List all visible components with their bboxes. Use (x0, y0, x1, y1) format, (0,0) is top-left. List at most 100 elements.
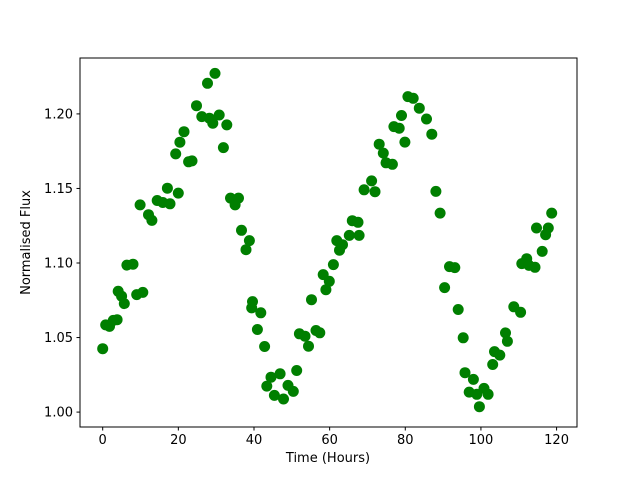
data-point (134, 199, 146, 211)
data-point (396, 110, 407, 121)
data-point (494, 349, 506, 361)
data-point (209, 67, 221, 79)
data-point (366, 175, 378, 187)
data-point (358, 184, 370, 196)
x-axis-label: Time (Hours) (285, 451, 370, 466)
data-point (531, 222, 542, 234)
axes-frame (79, 57, 578, 428)
data-point (137, 286, 149, 298)
x-tick-label: 80 (397, 433, 414, 448)
data-point (261, 380, 273, 392)
data-point (186, 155, 198, 167)
data-point (529, 261, 541, 273)
data-point (323, 275, 335, 287)
data-point (118, 298, 130, 310)
data-point (500, 327, 511, 339)
data-point (240, 244, 252, 256)
data-point (337, 239, 348, 251)
data-point (303, 340, 314, 352)
y-tick-label: 1.20 (44, 107, 73, 122)
data-point (515, 306, 527, 318)
data-point (174, 136, 186, 148)
data-point (172, 187, 184, 199)
data-point (369, 186, 381, 198)
data-point (542, 222, 554, 234)
x-tick-label: 20 (170, 433, 187, 448)
data-point (467, 373, 479, 385)
data-point (327, 259, 339, 271)
x-tick-label: 120 (544, 433, 569, 448)
data-point (268, 389, 280, 401)
data-point (421, 113, 432, 125)
data-point (236, 224, 247, 236)
data-point (501, 335, 513, 347)
data-point (202, 77, 213, 89)
data-point (399, 136, 411, 148)
data-point (473, 401, 485, 413)
data-point (217, 142, 229, 154)
data-point (291, 365, 303, 376)
data-point (434, 207, 446, 219)
data-point (386, 158, 398, 170)
data-point (274, 368, 286, 380)
data-point (178, 126, 190, 138)
data-point (299, 330, 311, 342)
data-point (265, 371, 277, 383)
data-point (546, 207, 558, 219)
data-point (314, 327, 326, 339)
data-point (459, 367, 471, 379)
data-point (221, 119, 233, 131)
data-point (426, 128, 438, 140)
data-point (320, 284, 332, 296)
data-point (287, 385, 299, 397)
data-point (306, 294, 317, 306)
y-tick-label: 1.00 (44, 406, 73, 421)
data-point (407, 92, 419, 104)
data-point (482, 388, 494, 400)
data-point (352, 216, 364, 228)
data-point (243, 235, 255, 247)
data-point (393, 122, 405, 134)
data-point (127, 258, 139, 270)
y-axis-ticks: 1.00 1.05 1.10 1.15 1.20 (44, 107, 80, 421)
plot-area (80, 58, 577, 427)
data-point (536, 245, 548, 257)
data-point (259, 341, 271, 352)
y-tick-label: 1.10 (44, 257, 73, 272)
x-tick-label: 60 (321, 433, 338, 448)
data-point (233, 192, 244, 204)
data-point (255, 307, 267, 319)
data-point (449, 262, 461, 274)
data-point (207, 117, 219, 129)
data-point (430, 185, 442, 197)
x-tick-label: 0 (99, 433, 107, 448)
y-tick-label: 1.05 (44, 331, 73, 346)
x-tick-label: 100 (469, 433, 494, 448)
data-point (161, 182, 173, 194)
data-point (353, 229, 365, 241)
data-point (452, 304, 464, 315)
data-point (439, 282, 451, 294)
x-axis-ticks: 0 20 40 60 80 100 120 (99, 427, 569, 448)
data-point (146, 214, 158, 226)
data-point (487, 359, 499, 370)
data-point (373, 138, 385, 150)
data-point (97, 343, 109, 355)
data-point (251, 324, 263, 335)
data-point (413, 102, 425, 114)
data-point (164, 198, 176, 210)
data-point (457, 332, 469, 344)
data-point (191, 100, 202, 112)
data-point (111, 314, 123, 326)
data-point (170, 148, 182, 160)
data-point (247, 296, 258, 308)
data-point (377, 147, 389, 159)
data-points (97, 67, 558, 413)
x-tick-label: 40 (246, 433, 263, 448)
y-axis-label: Normalised Flux (19, 190, 34, 295)
data-point (278, 393, 289, 405)
data-point (343, 229, 355, 241)
data-point (213, 109, 225, 121)
